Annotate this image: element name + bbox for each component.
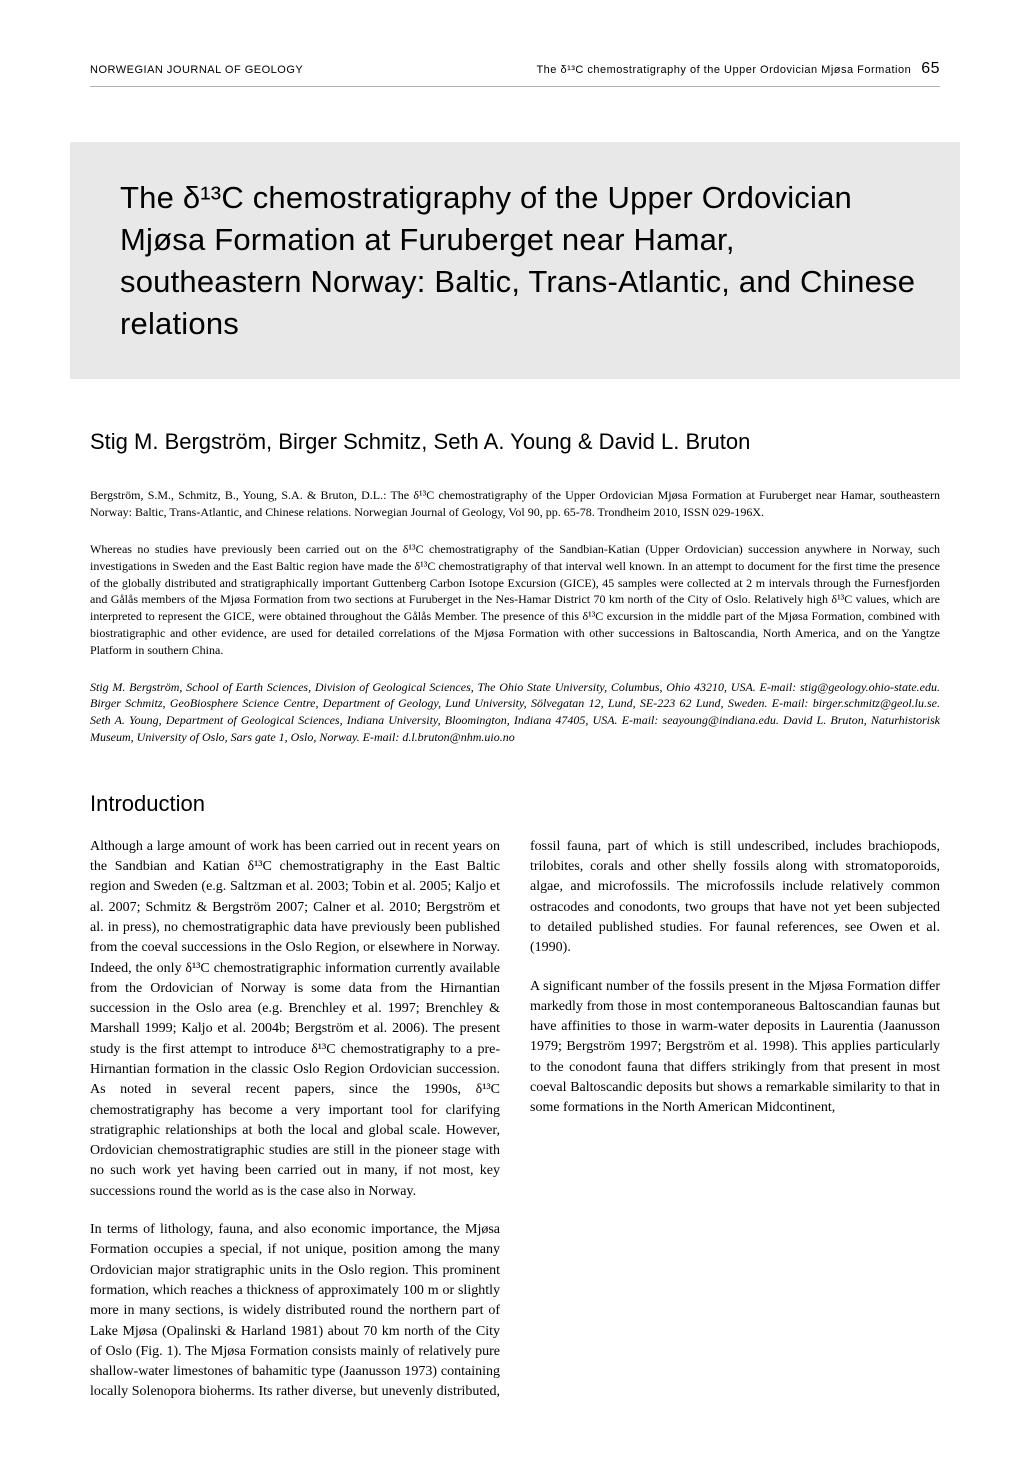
- header-right: The δ¹³C chemostratigraphy of the Upper …: [536, 60, 940, 78]
- citation: Bergström, S.M., Schmitz, B., Young, S.A…: [90, 487, 940, 521]
- page: NORWEGIAN JOURNAL OF GEOLOGY The δ¹³C ch…: [0, 0, 1020, 1457]
- authors: Stig M. Bergström, Birger Schmitz, Seth …: [90, 429, 940, 455]
- body-paragraph: Although a large amount of work has been…: [90, 837, 500, 1202]
- running-title: The δ¹³C chemostratigraphy of the Upper …: [536, 64, 911, 76]
- title-block: The δ¹³C chemostratigraphy of the Upper …: [70, 142, 960, 379]
- author-affiliations: Stig M. Bergström, School of Earth Scien…: [90, 679, 940, 746]
- header-divider: [90, 86, 940, 87]
- page-number: 65: [921, 60, 940, 78]
- running-header: NORWEGIAN JOURNAL OF GEOLOGY The δ¹³C ch…: [90, 60, 940, 78]
- body-paragraph: A significant number of the fossils pres…: [530, 977, 940, 1119]
- journal-name: NORWEGIAN JOURNAL OF GEOLOGY: [90, 64, 303, 76]
- section-heading-introduction: Introduction: [90, 791, 940, 817]
- body-columns: Although a large amount of work has been…: [90, 837, 940, 1407]
- article-title: The δ¹³C chemostratigraphy of the Upper …: [120, 177, 920, 344]
- abstract: Whereas no studies have previously been …: [90, 541, 940, 659]
